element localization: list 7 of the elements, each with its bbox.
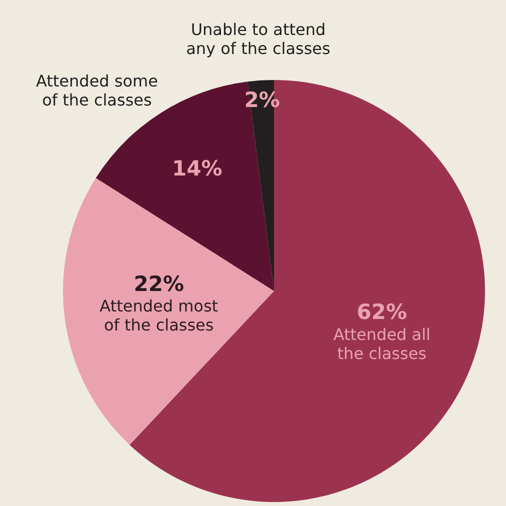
data-label: 62%	[356, 300, 408, 324]
slice-label: Attended all the classes	[333, 324, 430, 363]
slice-label: Attended most of the classes	[100, 296, 218, 335]
data-label: 14%	[172, 156, 222, 180]
data-label: 22%	[134, 272, 184, 296]
slice-label: Unable to attend any of the classes	[186, 20, 330, 58]
slice-label: Attended some of the classes	[36, 71, 158, 110]
